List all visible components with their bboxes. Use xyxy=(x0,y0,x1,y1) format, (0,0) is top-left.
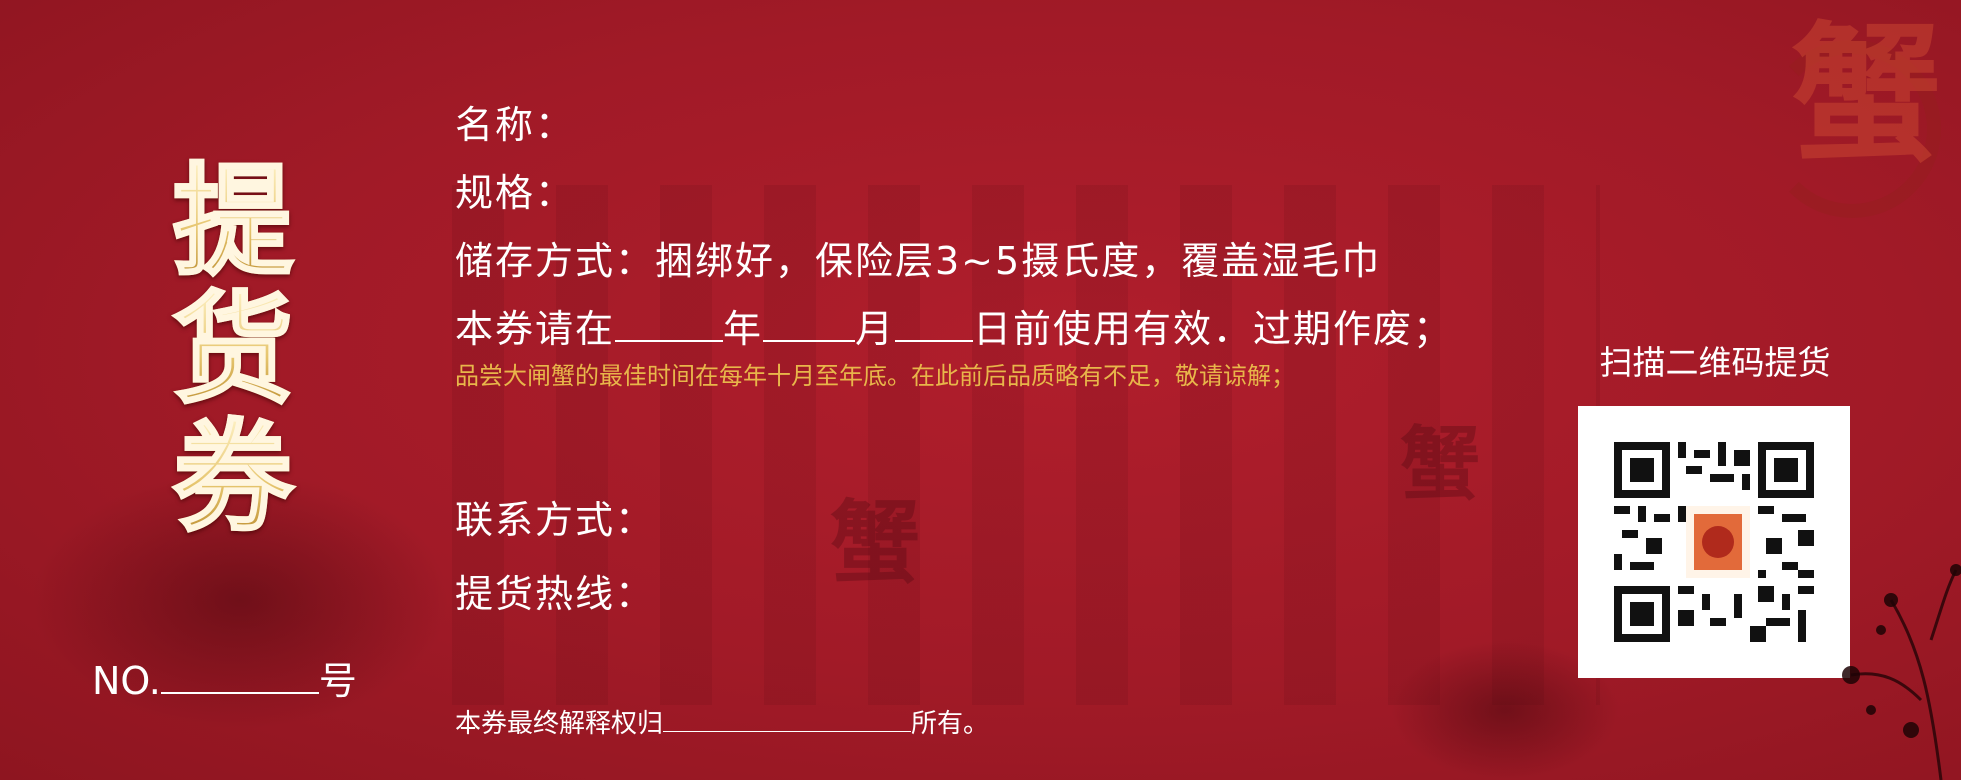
footer-prefix: 本券最终解释权归 xyxy=(455,709,664,739)
background-crab-glyph: 蟹 xyxy=(1400,417,1480,511)
name-field: 名称： xyxy=(455,103,576,147)
footer-suffix: 所有。 xyxy=(911,709,990,739)
title-char: 券 xyxy=(148,412,318,543)
number-blank[interactable] xyxy=(160,662,319,694)
validity-field: 本券请在 年 月 日前使用有效．过期作废； xyxy=(455,299,1453,367)
month-label: 月 xyxy=(855,307,896,351)
validity-prefix: 本券请在 xyxy=(455,307,616,351)
spec-field: 规格： xyxy=(455,171,576,215)
company-blank[interactable] xyxy=(663,709,912,732)
qr-label: 扫描二维码提货 xyxy=(1599,343,1831,382)
number-suffix: 号 xyxy=(318,659,357,703)
title-char: 货 xyxy=(148,284,318,415)
tasting-note: 品尝大闸蟹的最佳时间在每年十月至年底。在此前后品质略有不足，敬请谅解； xyxy=(455,362,1295,390)
qr-code-icon xyxy=(1614,442,1814,642)
day-blank[interactable] xyxy=(895,310,974,342)
contact-section: 联系方式： 提货热线： xyxy=(455,490,655,638)
validity-suffix: 日前使用有效．过期作废； xyxy=(973,307,1454,351)
contact-field: 联系方式： xyxy=(455,498,656,542)
title-char: 提 xyxy=(148,156,318,287)
voucher-number: NO. 号 xyxy=(92,650,357,705)
ink-plant-icon xyxy=(1842,564,1961,780)
hotline-field: 提货热线： xyxy=(455,572,656,616)
background-crab-glyph: 蟹 xyxy=(830,490,920,596)
storage-field: 储存方式：捆绑好，保险层3~5摄氏度，覆盖湿毛巾 xyxy=(455,239,1382,283)
year-blank[interactable] xyxy=(615,310,724,342)
crab-seal-icon: 蟹 xyxy=(1790,7,1941,183)
voucher-title: 提 货 券 xyxy=(148,156,318,543)
month-blank[interactable] xyxy=(763,310,856,342)
year-label: 年 xyxy=(723,307,764,351)
background-pattern xyxy=(400,185,1600,705)
qr-code[interactable] xyxy=(1578,406,1850,678)
voucher-details: 名称： 规格： 储存方式：捆绑好，保险层3~5摄氏度，覆盖湿毛巾 本券请在 年 月 日… xyxy=(455,95,1453,401)
number-prefix: NO. xyxy=(92,659,161,703)
footer-disclaimer: 本券最终解释权归 所有。 xyxy=(455,703,989,740)
crab-illustration-icon xyxy=(30,470,450,730)
